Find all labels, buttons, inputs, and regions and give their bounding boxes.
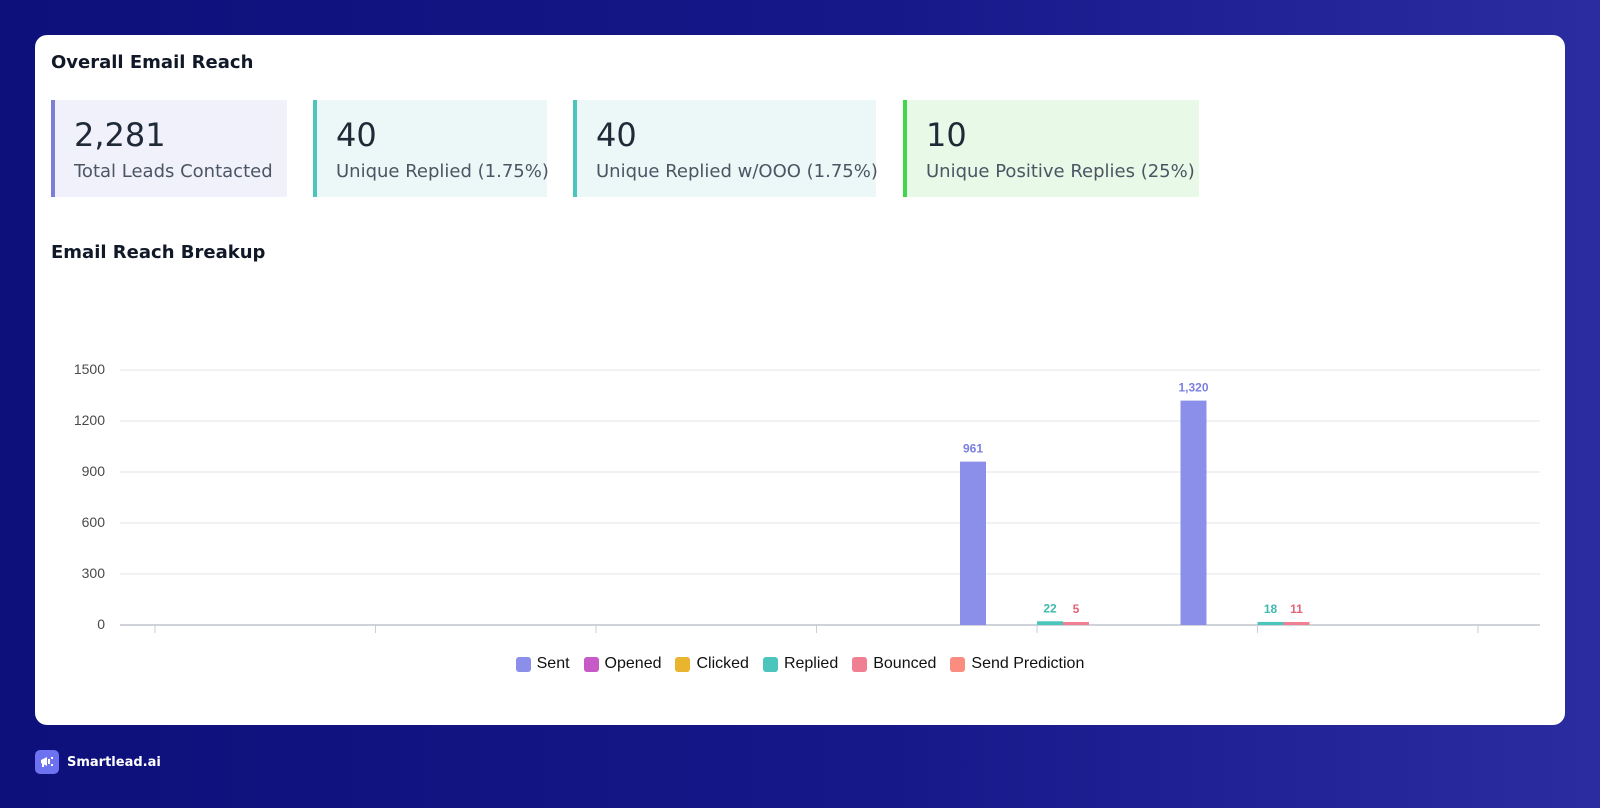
stat-label: Unique Replied w/OOO (1.75%) xyxy=(596,161,878,182)
bar-bounced xyxy=(1283,622,1310,625)
legend-item-clicked[interactable]: Clicked xyxy=(675,655,749,673)
y-tick-label: 900 xyxy=(82,463,106,479)
x-tick-label: 30 Oct xyxy=(131,644,179,645)
breakup-title: Email Reach Breakup xyxy=(51,242,266,263)
stat-label: Total Leads Contacted xyxy=(74,161,273,182)
y-tick-label: 1200 xyxy=(74,412,105,428)
data-label: 1,320 xyxy=(1178,381,1208,395)
bar-replied xyxy=(1257,621,1284,625)
legend-swatch xyxy=(515,656,531,672)
legend-label: Replied xyxy=(783,655,839,672)
stat-value: 40 xyxy=(596,116,637,154)
legend-label: Clicked xyxy=(696,655,749,672)
overview-title: Overall Email Reach xyxy=(51,52,254,73)
megaphone-icon xyxy=(35,750,59,774)
brand-name: Smartlead.ai xyxy=(67,754,161,770)
bar-sent xyxy=(1180,400,1207,625)
legend-swatch xyxy=(852,656,868,672)
legend-swatch xyxy=(762,656,778,672)
legend-swatch xyxy=(583,656,599,672)
stat-unique-replied-ooo: 40 Unique Replied w/OOO (1.75%) xyxy=(573,100,878,197)
email-reach-card: Overall Email Reach 2,281 Total Leads Co… xyxy=(35,35,1565,725)
stat-label: Unique Replied (1.75%) xyxy=(336,161,549,182)
legend-swatch xyxy=(675,656,691,672)
stat-label: Unique Positive Replies (25%) xyxy=(926,161,1195,182)
legend-swatch xyxy=(950,656,966,672)
legend-label: Opened xyxy=(604,655,662,672)
legend-label: Bounced xyxy=(873,655,937,672)
data-label: 11 xyxy=(1290,602,1303,616)
legend-label: Send Prediction xyxy=(971,655,1085,672)
y-tick-label: 300 xyxy=(82,565,106,581)
stat-value: 2,281 xyxy=(74,116,166,154)
legend-item-opened[interactable]: Opened xyxy=(583,655,662,673)
data-label: 18 xyxy=(1264,602,1278,616)
email-reach-chart: 0 300 600 900 1200 1500 30 Oct 31 Oct Nov '25 02 … xyxy=(74,361,1540,645)
data-label: 961 xyxy=(963,442,983,456)
x-tick-label: 05 Nov xyxy=(1453,644,1504,645)
stat-value: 10 xyxy=(926,116,967,154)
bar-replied xyxy=(1037,621,1063,625)
stat-value: 40 xyxy=(336,116,377,154)
legend-label: Sent xyxy=(536,655,570,672)
stat-total-leads: 2,281 Total Leads Contacted xyxy=(51,100,287,197)
x-tick-label: 04 Nov xyxy=(1232,644,1283,645)
data-label: 22 xyxy=(1043,601,1057,615)
stat-positive-replies: 10 Unique Positive Replies (25%) xyxy=(903,100,1199,197)
legend-item-sent[interactable]: Sent xyxy=(515,655,570,673)
y-tick-label: 1500 xyxy=(74,361,105,377)
x-tick-label: 31 Oct xyxy=(352,644,400,645)
chart-legend: Sent Opened Clicked Replied Bounced Send Pred… xyxy=(35,655,1565,673)
data-label: 5 xyxy=(1073,602,1080,616)
x-tick-label: Nov '25 xyxy=(568,644,624,645)
x-tick-label: 03 Nov xyxy=(1012,644,1063,645)
y-tick-label: 600 xyxy=(82,514,106,530)
bar-bounced xyxy=(1063,622,1089,625)
legend-item-send-prediction[interactable]: Send Prediction xyxy=(950,655,1084,673)
bar-sent xyxy=(960,461,986,625)
y-tick-label: 0 xyxy=(97,616,105,632)
legend-item-bounced[interactable]: Bounced xyxy=(852,655,936,673)
x-tick-label: 02 Nov xyxy=(791,644,842,645)
footer: Smartlead.ai xyxy=(35,750,161,774)
stat-unique-replied: 40 Unique Replied (1.75%) xyxy=(313,100,549,197)
legend-item-replied[interactable]: Replied xyxy=(762,655,839,673)
